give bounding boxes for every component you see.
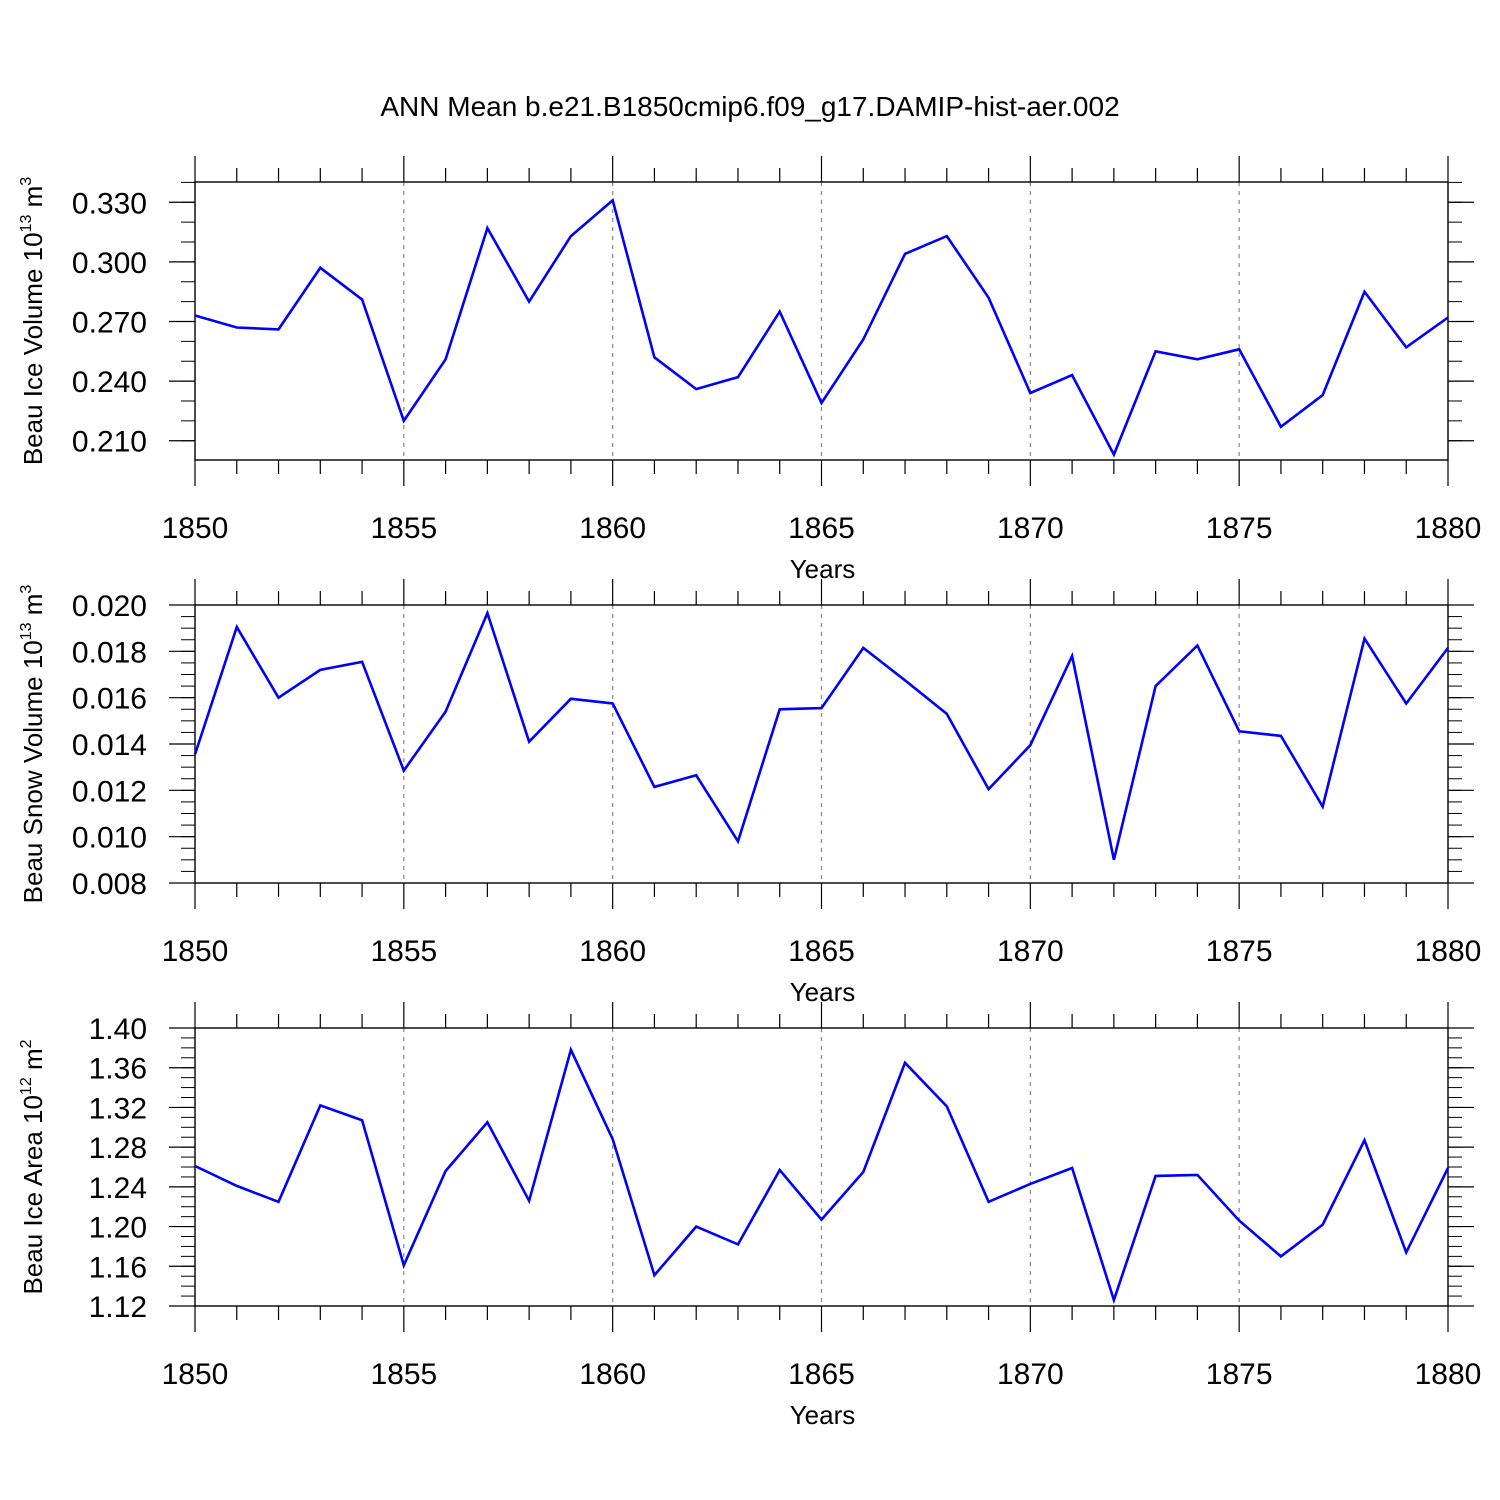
y-tick-label: 0.010 (72, 822, 147, 855)
x-tick-label: 1870 (997, 935, 1064, 968)
x-tick-label: 1875 (1206, 935, 1273, 968)
y-tick-label: 1.16 (89, 1251, 147, 1284)
y-tick-label: 0.330 (72, 187, 147, 220)
x-tick-label: 1850 (162, 512, 229, 545)
y-axis-title: Beau Ice Area 1012 m2 (18, 1039, 48, 1294)
y-tick-label: 1.24 (89, 1172, 147, 1205)
chart-title: ANN Mean b.e21.B1850cmip6.f09_g17.DAMIP-… (380, 91, 1120, 122)
y-tick-label: 0.012 (72, 775, 147, 808)
y-tick-label: 0.300 (72, 247, 147, 280)
x-axis-title: Years (790, 1400, 856, 1430)
x-axis-title: Years (790, 977, 856, 1007)
y-tick-label: 0.020 (72, 590, 147, 623)
x-tick-label: 1855 (370, 935, 437, 968)
y-tick-label: 1.40 (89, 1013, 147, 1046)
panel-3: 1850 1855 1860 1865 1870 1875 1880 Years 1.12 1.1… (18, 1002, 1481, 1430)
x-tick-label: 1855 (370, 512, 437, 545)
x-tick-label: 1865 (788, 512, 855, 545)
x-tick-label: 1880 (1415, 935, 1482, 968)
x-tick-label: 1875 (1206, 512, 1273, 545)
x-tick-label: 1860 (579, 935, 646, 968)
x-tick-label: 1855 (370, 1358, 437, 1391)
x-tick-label: 1850 (162, 935, 229, 968)
y-tick-label: 1.36 (89, 1053, 147, 1086)
y-tick-label: 1.28 (89, 1132, 147, 1165)
panel-2: 1850 1855 1860 1865 1870 1875 1880 Years 0.008 0.… (18, 579, 1481, 1007)
y-tick-label: 0.018 (72, 636, 147, 669)
y-tick-label: 1.12 (89, 1291, 147, 1324)
x-tick-label: 1875 (1206, 1358, 1273, 1391)
x-tick-label: 1865 (788, 1358, 855, 1391)
x-tick-label: 1870 (997, 1358, 1064, 1391)
panel-1: 1850 1855 1860 1865 1870 1875 1880 Years 0.210 0.… (18, 156, 1481, 584)
x-tick-label: 1880 (1415, 1358, 1482, 1391)
y-tick-label: 0.210 (72, 426, 147, 459)
y-tick-label: 1.20 (89, 1212, 147, 1245)
x-tick-label: 1860 (579, 512, 646, 545)
y-tick-label: 0.014 (72, 729, 147, 762)
y-tick-label: 1.32 (89, 1092, 147, 1125)
y-tick-label: 0.008 (72, 868, 147, 901)
y-tick-label: 0.270 (72, 306, 147, 339)
x-tick-label: 1870 (997, 512, 1064, 545)
y-axis-title: Beau Snow Volume 1013 m3 (18, 585, 48, 904)
x-tick-label: 1860 (579, 1358, 646, 1391)
y-tick-label: 0.240 (72, 366, 147, 399)
x-tick-label: 1865 (788, 935, 855, 968)
x-tick-label: 1850 (162, 1358, 229, 1391)
y-tick-label: 0.016 (72, 683, 147, 716)
x-tick-label: 1880 (1415, 512, 1482, 545)
x-axis-title: Years (790, 554, 856, 584)
y-axis-title: Beau Ice Volume 1013 m3 (18, 177, 48, 465)
